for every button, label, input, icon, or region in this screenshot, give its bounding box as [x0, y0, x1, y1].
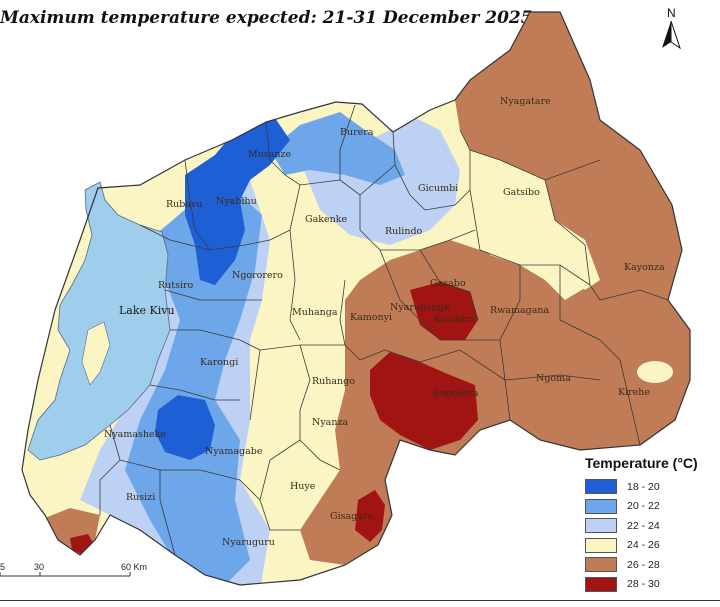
legend-swatch	[585, 518, 617, 534]
legend-swatch	[585, 537, 617, 553]
label-lake-kivu: Lake Kivu	[119, 304, 175, 317]
label-rutsiro: Rutsiro	[158, 280, 194, 291]
label-burera: Burera	[340, 127, 374, 138]
legend-item: 22 - 24	[585, 516, 717, 536]
legend-item: 20 - 22	[585, 497, 717, 517]
legend-item: 18 - 20	[585, 477, 717, 497]
legend-swatch	[585, 498, 617, 514]
legend-item: 28 - 30	[585, 575, 717, 595]
map-title: Maximum temperature expected: 21-31 Dece…	[0, 8, 533, 28]
label-rubavu: Rubavu	[166, 199, 203, 210]
label-gasabo: Gasabo	[430, 278, 466, 289]
label-kirehe: Kirehe	[618, 387, 650, 398]
label-kicukiro: Kicukiro	[434, 314, 475, 325]
label-gatsibo: Gatsibo	[503, 187, 540, 198]
label-kamonyi: Kamonyi	[350, 312, 392, 323]
label-karongi: Karongi	[200, 357, 238, 368]
zone-24-26-kirehe	[637, 361, 673, 383]
scale-bar: 5 30 60 Km	[0, 560, 170, 604]
zone-28-30-bugesera	[370, 352, 478, 450]
label-rwamagana: Rwamagana	[490, 305, 549, 316]
scale-tick-30: 30	[34, 562, 44, 572]
legend: Temperature (°C) 18 - 20 20 - 22 22 - 24…	[585, 455, 717, 594]
bottom-rule	[0, 600, 720, 601]
label-nyaruguru: Nyaruguru	[222, 537, 275, 548]
label-huye: Huye	[290, 481, 316, 492]
label-nyamagabe: Nyamagabe	[205, 446, 263, 457]
label-gicumbi: Gicumbi	[418, 183, 458, 194]
legend-label: 22 - 24	[627, 519, 660, 532]
label-rusizi: Rusizi	[126, 492, 155, 503]
zone-28-30-gisagara	[355, 490, 385, 542]
legend-item: 24 - 26	[585, 536, 717, 556]
legend-label: 18 - 20	[627, 480, 660, 493]
label-gisagara: Gisagara	[330, 511, 373, 522]
lake-island	[81, 321, 111, 386]
zone-28-30-kicukiro	[410, 282, 478, 340]
label-kayonza: Kayonza	[624, 262, 665, 273]
label-rulindo: Rulindo	[385, 226, 423, 237]
label-ngororero: Ngororero	[232, 270, 283, 281]
legend-label: 28 - 30	[627, 578, 660, 591]
zone-20-22-north	[270, 112, 405, 185]
scale-tick-60: 60 Km	[121, 562, 147, 572]
legend-label: 24 - 26	[627, 539, 660, 552]
north-arrow-icon: N	[662, 6, 681, 50]
label-nyabihu: Nyabihu	[216, 196, 257, 207]
north-arrow: N	[658, 4, 684, 56]
label-nyanza: Nyanza	[312, 417, 348, 428]
legend-item: 26 - 28	[585, 555, 717, 575]
legend-label: 26 - 28	[627, 558, 660, 571]
district-boundaries	[99, 104, 669, 556]
label-muhanga: Muhanga	[292, 307, 338, 318]
label-nyarugenge: Nyarugenge	[390, 302, 450, 313]
label-musanze: Musanze	[248, 149, 292, 160]
zone-20-22-west	[125, 190, 262, 585]
scale-tick-0: 5	[0, 562, 5, 572]
legend-label: 20 - 22	[627, 500, 660, 513]
label-gakenke: Gakenke	[305, 214, 348, 225]
legend-swatch	[585, 576, 617, 592]
zone-18-20-north	[185, 118, 290, 285]
label-ruhango: Ruhango	[312, 376, 355, 387]
legend-swatch	[585, 557, 617, 573]
legend-title: Temperature (°C)	[585, 455, 698, 471]
north-label: N	[667, 6, 676, 20]
label-nyamasheke: Nyamasheke	[104, 429, 166, 440]
zone-18-20-south	[155, 395, 215, 460]
lake-kivu	[27, 181, 171, 461]
label-nyagatare: Nyagatare	[500, 96, 551, 107]
label-ngoma: Ngoma	[536, 373, 571, 384]
label-bugesera: Bugesera	[433, 388, 479, 399]
legend-swatch	[585, 479, 617, 495]
district-labels: Nyagatare Gatsibo Kayonza Burera Musanze…	[104, 96, 665, 548]
